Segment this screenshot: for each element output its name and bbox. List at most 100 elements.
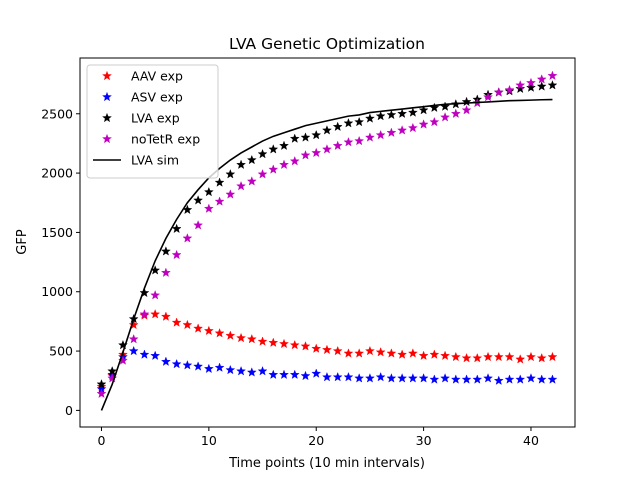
data-point: [526, 373, 536, 383]
data-point: [332, 345, 343, 356]
data-point: [375, 347, 386, 357]
data-point: [418, 119, 429, 129]
data-point: [547, 70, 558, 80]
data-point: [332, 371, 343, 382]
data-point: [300, 341, 311, 351]
data-point: [150, 290, 161, 300]
y-tick-label: 1500: [41, 225, 73, 240]
data-point: [354, 373, 365, 383]
legend-marker: [102, 133, 112, 144]
x-axis-label: Time points (10 min intervals): [228, 456, 425, 471]
data-point: [289, 369, 300, 379]
data-point: [268, 337, 279, 347]
data-point: [354, 135, 365, 146]
data-point: [150, 350, 161, 360]
data-point: [536, 74, 547, 84]
y-tick-label: 1000: [41, 284, 73, 299]
y-axis: 0 500 1000 1500 2000 2500: [41, 106, 80, 418]
data-point: [375, 371, 386, 382]
data-point: [96, 379, 107, 389]
data-point: [171, 358, 182, 369]
legend-box: [86, 64, 219, 179]
data-point: [515, 80, 526, 90]
data-point: [429, 374, 440, 384]
data-point: [128, 345, 139, 356]
data-point: [182, 233, 193, 243]
data-point: [472, 374, 483, 384]
y-tick-label: 500: [49, 344, 73, 359]
data-point: [536, 374, 547, 384]
data-point: [526, 351, 536, 362]
plot-area: [96, 70, 558, 411]
data-point: [300, 370, 311, 381]
data-point: [397, 349, 408, 359]
data-point: [300, 132, 311, 142]
data-point: [322, 144, 332, 154]
data-point: [289, 156, 300, 166]
data-point: [483, 91, 493, 102]
data-point: [160, 311, 171, 321]
data-point: [397, 108, 408, 118]
data-point: [461, 374, 472, 384]
data-point: [246, 367, 257, 377]
data-point: [171, 317, 182, 327]
data-point: [182, 319, 193, 330]
data-point: [236, 332, 246, 343]
x-tick-label: 10: [201, 433, 217, 448]
data-point: [236, 159, 246, 169]
data-point: [225, 189, 236, 199]
data-point: [289, 133, 300, 143]
data-point: [472, 353, 483, 363]
data-point: [375, 110, 386, 121]
data-point: [429, 349, 440, 359]
data-point: [461, 353, 472, 363]
data-point: [450, 351, 461, 362]
data-point: [107, 366, 118, 376]
series-lva-exp: [96, 80, 558, 389]
data-point: [440, 112, 450, 122]
x-axis: 0 10 20 30 40: [97, 427, 539, 448]
data-point: [300, 150, 311, 160]
x-tick-label: 40: [523, 433, 539, 448]
data-point: [493, 351, 504, 362]
data-point: [214, 177, 225, 187]
data-point: [225, 169, 236, 179]
legend-label: LVA sim: [131, 153, 179, 168]
legend-label: LVA exp: [131, 111, 180, 126]
legend-marker: [102, 70, 112, 81]
data-point: [311, 129, 322, 140]
data-point: [150, 309, 161, 319]
y-tick-label: 0: [65, 403, 73, 418]
data-point: [483, 351, 493, 362]
data-point: [504, 351, 515, 362]
data-point: [214, 362, 225, 372]
x-tick-label: 30: [416, 433, 432, 448]
data-point: [193, 323, 204, 333]
data-point: [203, 186, 214, 197]
data-point: [118, 355, 128, 365]
data-point: [450, 374, 461, 384]
data-point: [193, 195, 204, 205]
data-point: [171, 223, 182, 234]
data-point: [128, 319, 139, 330]
data-point: [354, 116, 365, 127]
axes-frame: [79, 57, 576, 428]
series-notetr-exp: [96, 70, 558, 398]
legend: AAV exp ASV exp LVA exp noTetR exp LVA sim: [86, 64, 219, 179]
data-point: [332, 121, 343, 132]
data-point: [236, 366, 246, 376]
data-point: [493, 87, 504, 97]
data-point: [461, 105, 472, 115]
data-point: [214, 196, 225, 206]
data-point: [343, 137, 354, 147]
data-point: [257, 169, 268, 179]
data-point: [397, 373, 408, 383]
data-point: [311, 343, 322, 353]
data-point: [139, 309, 150, 319]
data-point: [536, 81, 547, 91]
data-point: [364, 132, 375, 142]
data-point: [257, 366, 268, 376]
data-point: [246, 176, 257, 186]
series-asv-exp: [96, 345, 558, 394]
